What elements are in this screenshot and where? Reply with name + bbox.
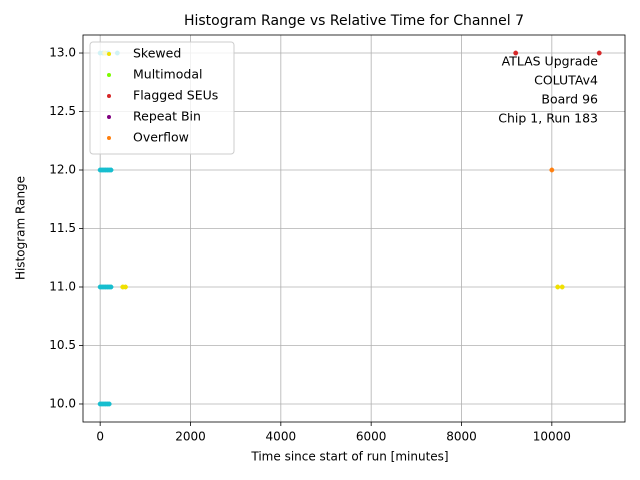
annotation: Board 96 bbox=[541, 92, 598, 107]
legend-box bbox=[89, 41, 235, 155]
y-tick-label: 13.0 bbox=[49, 46, 76, 60]
legend-marker bbox=[107, 73, 111, 77]
legend-label: Skewed bbox=[133, 46, 181, 61]
legend-marker bbox=[107, 94, 111, 98]
y-tick-label: 12.5 bbox=[49, 104, 76, 118]
chart-title: Histogram Range vs Relative Time for Cha… bbox=[184, 13, 524, 29]
legend-marker bbox=[107, 52, 111, 56]
legend-label: Overflow bbox=[133, 130, 189, 145]
legend-marker bbox=[107, 115, 111, 119]
point bbox=[108, 284, 114, 290]
annotation: COLUTAv4 bbox=[534, 73, 598, 88]
y-tick-label: 10.5 bbox=[49, 338, 76, 352]
legend-marker bbox=[107, 136, 111, 140]
legend-label: Multimodal bbox=[133, 67, 202, 82]
plot-frame bbox=[82, 34, 626, 423]
x-axis-label: Time since start of run [minutes] bbox=[250, 450, 448, 464]
point bbox=[513, 50, 519, 56]
annotation: Chip 1, Run 183 bbox=[498, 111, 598, 126]
legend: Skewed Multimodal Flagged SEUs Repeat Bin Ov… bbox=[89, 41, 235, 155]
x-tick-label: 0 bbox=[96, 430, 104, 444]
point bbox=[123, 284, 128, 290]
x-tick-label: 8000 bbox=[446, 430, 477, 444]
y-tick-label: 11.5 bbox=[49, 221, 76, 235]
point bbox=[555, 284, 561, 290]
x-tick-label: 4000 bbox=[266, 430, 297, 444]
point bbox=[549, 167, 555, 173]
x-tick-label: 10000 bbox=[533, 430, 571, 444]
legend-label: Flagged SEUs bbox=[133, 88, 218, 103]
x-tick-label: 2000 bbox=[175, 430, 206, 444]
annotation: ATLAS Upgrade bbox=[502, 54, 599, 69]
point bbox=[596, 50, 602, 56]
y-tick-label: 11.0 bbox=[49, 279, 76, 293]
point bbox=[106, 401, 112, 407]
legend-label: Repeat Bin bbox=[133, 109, 201, 124]
y-tick-label: 10.0 bbox=[49, 396, 76, 410]
point bbox=[559, 284, 565, 290]
y-tick-label: 12.0 bbox=[49, 163, 76, 177]
x-tick-label: 6000 bbox=[356, 430, 387, 444]
point bbox=[108, 167, 114, 173]
y-axis-label: Histogram Range bbox=[14, 176, 28, 280]
